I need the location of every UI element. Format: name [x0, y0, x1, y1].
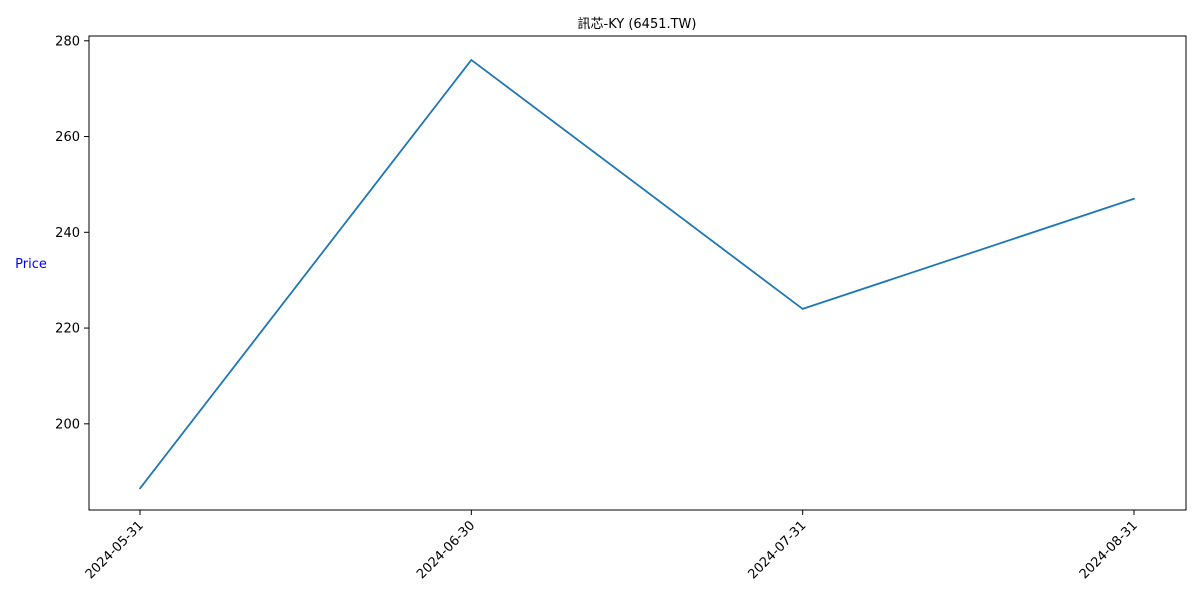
x-tick-label: 2024-08-31 — [1077, 518, 1141, 582]
y-tick-label: 200 — [55, 417, 80, 432]
y-tick-label: 220 — [55, 322, 80, 337]
x-tick-label: 2024-07-31 — [745, 518, 809, 582]
price-line — [139, 59, 1135, 490]
x-tick-label: 2024-06-30 — [414, 518, 478, 582]
y-tick-label: 280 — [55, 34, 80, 49]
chart-title: 訊芯-KY (6451.TW) — [578, 17, 697, 32]
y-axis-label: Price — [15, 257, 47, 272]
y-tick-label: 240 — [55, 226, 80, 241]
y-tick-label: 260 — [55, 130, 80, 145]
plot-area: 200 220 240 260 280 2024-05-31 2024-06-30 2024-… — [55, 34, 1187, 582]
plot-frame — [88, 35, 1187, 511]
x-tick-label: 2024-05-31 — [83, 518, 147, 582]
